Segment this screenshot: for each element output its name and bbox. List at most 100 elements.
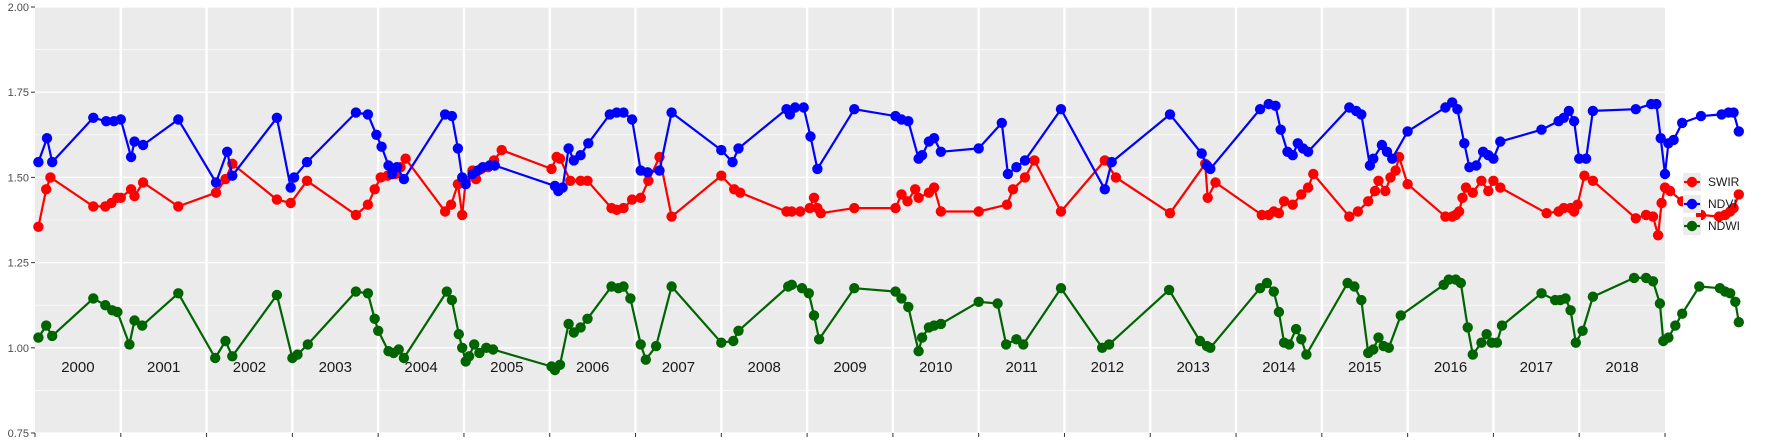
data-point-ndvi: [798, 102, 809, 113]
data-point-ndwi: [896, 293, 907, 304]
data-point-ndwi: [173, 288, 184, 299]
data-point-ndwi: [47, 330, 58, 342]
data-point-swir: [1467, 187, 1479, 198]
data-point-ndvi: [41, 133, 53, 144]
year-label: 2013: [1176, 359, 1209, 376]
data-point-swir: [1495, 182, 1506, 193]
data-point-ndvi: [1387, 153, 1398, 164]
data-point-ndvi: [1452, 104, 1463, 115]
data-point-swir: [1287, 199, 1298, 210]
data-point-ndvi: [716, 144, 727, 156]
data-point-swir: [1308, 168, 1319, 180]
data-point-swir: [210, 187, 222, 198]
data-point-ndwi: [1677, 308, 1688, 319]
data-point-swir: [666, 211, 677, 222]
data-point-ndvi: [1630, 104, 1642, 115]
data-point-ndwi: [973, 296, 984, 307]
x-axis: [34, 433, 1666, 437]
data-point-ndvi: [288, 172, 300, 183]
data-point-ndvi: [654, 165, 665, 176]
data-point-ndwi: [1103, 339, 1115, 350]
data-point-ndvi: [1733, 126, 1745, 137]
data-point-ndvi: [137, 139, 149, 151]
data-point-swir: [1273, 208, 1285, 219]
data-point-ndwi: [1481, 329, 1492, 340]
y-tick-label: 1.75: [8, 87, 29, 99]
data-point-ndvi: [285, 182, 296, 193]
data-point-ndwi: [992, 298, 1003, 309]
data-point-swir: [716, 170, 727, 181]
year-label: 2007: [662, 359, 695, 376]
data-point-ndwi: [220, 335, 231, 347]
data-point-ndvi: [1196, 148, 1207, 159]
data-point-ndwi: [210, 352, 221, 364]
data-point-swir: [45, 172, 56, 183]
data-point-swir: [1380, 185, 1391, 197]
legend-key-point-ndwi: [1686, 220, 1698, 232]
data-point-ndvi: [1254, 104, 1266, 115]
data-point-ndvi: [666, 107, 677, 118]
year-label: 2000: [61, 359, 94, 376]
data-point-ndwi: [1725, 288, 1736, 299]
data-point-ndwi: [227, 351, 238, 362]
data-point-swir: [1476, 175, 1487, 186]
data-point-ndwi: [1055, 283, 1067, 294]
data-point-swir: [1402, 179, 1413, 190]
data-point-ndvi: [1695, 110, 1707, 122]
data-point-swir: [635, 192, 646, 203]
data-point-ndvi: [1275, 124, 1286, 135]
data-point-ndwi: [1536, 288, 1547, 299]
data-point-ndwi: [1694, 281, 1705, 292]
data-point-ndvi: [1536, 124, 1547, 135]
data-point-ndvi: [350, 107, 362, 118]
data-point-ndwi: [1496, 320, 1508, 331]
year-label: 2017: [1520, 359, 1553, 376]
data-point-ndwi: [1018, 339, 1029, 350]
data-point-swir: [1001, 199, 1013, 210]
data-point-ndvi: [362, 109, 374, 120]
legend-key-point-ndvi: [1686, 198, 1698, 210]
data-point-ndvi: [928, 133, 940, 144]
data-point-swir: [350, 209, 362, 221]
year-label: 2001: [147, 359, 180, 376]
data-point-swir: [546, 163, 557, 175]
data-point-ndvi: [916, 150, 928, 161]
data-point-swir: [890, 202, 901, 214]
data-point-swir: [902, 196, 913, 207]
data-point-ndvi: [1651, 98, 1662, 110]
data-point-ndwi: [124, 339, 135, 350]
data-point-ndvi: [1677, 117, 1688, 129]
data-point-ndwi: [1587, 291, 1599, 302]
data-point-swir: [496, 144, 507, 156]
data-point-ndwi: [1000, 339, 1012, 350]
data-point-ndwi: [635, 339, 646, 350]
data-point-ndwi: [1663, 332, 1674, 343]
data-point-ndwi: [1654, 298, 1666, 309]
data-point-swir: [271, 194, 283, 205]
data-point-ndwi: [469, 339, 480, 350]
year-label: 2008: [748, 359, 781, 376]
year-label: 2011: [1005, 359, 1037, 376]
data-point-ndwi: [373, 325, 384, 336]
year-label: 2018: [1605, 359, 1638, 376]
data-point-swir: [1587, 175, 1599, 186]
data-point-swir: [1055, 206, 1067, 217]
data-point-swir: [582, 175, 593, 186]
data-point-ndwi: [350, 286, 362, 297]
data-point-ndwi: [33, 332, 44, 343]
data-point-ndvi: [812, 163, 823, 175]
legend-label-ndvi: NDVI: [1708, 197, 1737, 211]
data-point-swir: [1483, 185, 1494, 197]
data-point-ndwi: [1565, 305, 1576, 316]
data-point-ndvi: [129, 136, 140, 147]
series-ndwi: [33, 272, 1745, 376]
data-point-swir: [626, 194, 638, 205]
data-point-ndwi: [640, 354, 651, 365]
year-label: 2004: [404, 359, 437, 376]
data-point-ndvi: [398, 173, 410, 185]
data-point-swir: [457, 209, 468, 221]
series-layer: [33, 97, 1745, 376]
data-point-swir: [1202, 192, 1213, 203]
year-label: 2005: [490, 359, 523, 376]
data-point-ndwi: [554, 359, 566, 370]
